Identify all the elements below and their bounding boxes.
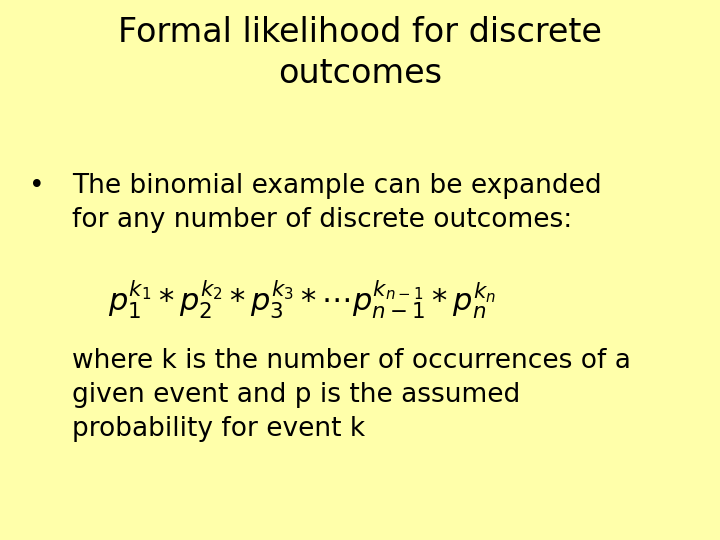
Text: The binomial example can be expanded
for any number of discrete outcomes:: The binomial example can be expanded for… xyxy=(72,173,602,233)
Text: Formal likelihood for discrete
outcomes: Formal likelihood for discrete outcomes xyxy=(118,16,602,90)
Text: •: • xyxy=(29,173,45,199)
Text: $p_1^{k_1} * p_2^{k_2} * p_3^{k_3} * {\cdots}p_{n-1}^{k_{n-1}} * p_n^{k_n}$: $p_1^{k_1} * p_2^{k_2} * p_3^{k_3} * {\c… xyxy=(108,278,497,321)
Text: where k is the number of occurrences of a
given event and p is the assumed
proba: where k is the number of occurrences of … xyxy=(72,348,631,442)
